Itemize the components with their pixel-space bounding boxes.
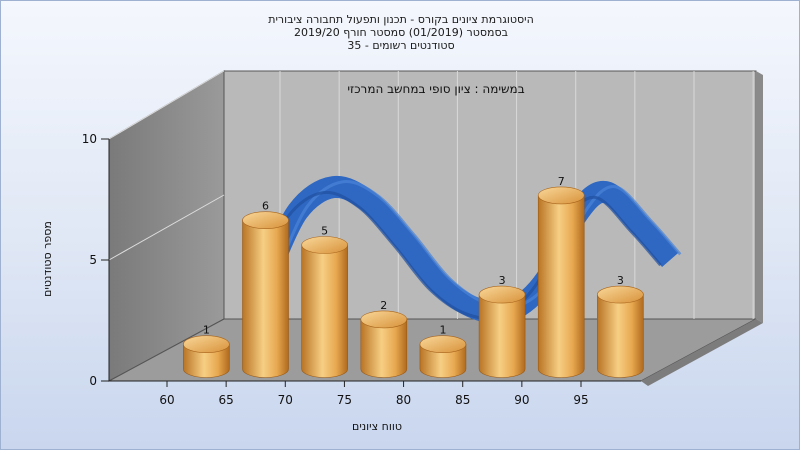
bar-body — [301, 244, 348, 378]
bar-top — [360, 310, 408, 329]
distribution-curve-shadow — [256, 190, 662, 321]
bar-body — [242, 219, 289, 378]
side-gridline — [108, 194, 225, 261]
annotation-label: במשימה : ציון סופי במחשב המרכזי — [347, 82, 524, 96]
bar-2: 5 — [301, 225, 348, 378]
x-tick-label: 60 — [159, 393, 174, 407]
y-tick-label: 5 — [89, 253, 97, 267]
bar-top — [301, 236, 348, 254]
bar-7: 3 — [597, 274, 644, 378]
y-tick-label: 10 — [82, 132, 97, 146]
bar-5: 3 — [478, 274, 526, 378]
bar-1: 6 — [242, 200, 289, 378]
bar-body — [597, 294, 644, 378]
bar-value-label: 2 — [380, 299, 387, 312]
x-tick-label: 95 — [573, 393, 588, 407]
x-tick-label: 90 — [514, 393, 529, 407]
bar-top — [419, 335, 467, 354]
chart-subtitle-semester: בסמסטר (01/2019) סמסטר חורף 2019/20 — [294, 26, 508, 39]
bar-value-label: 3 — [617, 274, 624, 287]
x-tick-label: 80 — [396, 393, 411, 407]
bar-top — [537, 186, 585, 205]
bar-value-label: 3 — [499, 274, 506, 287]
bar-3: 2 — [360, 299, 408, 378]
bar-body — [419, 343, 467, 378]
x-tick-label: 75 — [337, 393, 352, 407]
chart-subtitle-students: סטודנטים רשומים - 35 — [347, 39, 455, 52]
distribution-curve — [258, 175, 679, 325]
bar-value-label: 1 — [203, 324, 210, 337]
x-axis-label: טווח ציונים — [352, 420, 402, 433]
front-floor-edge — [641, 319, 763, 386]
x-tick-label: 85 — [455, 393, 470, 407]
bar-body — [183, 343, 230, 378]
bar-value-label: 1 — [439, 324, 446, 337]
y-axis-label: מספר סטודנטים — [41, 221, 54, 297]
bar-top — [242, 211, 289, 229]
bar-value-label: 6 — [262, 200, 269, 213]
x-tick-label: 65 — [219, 393, 234, 407]
right-edge — [756, 71, 763, 323]
bar-body — [478, 294, 526, 378]
bar-4: 1 — [419, 324, 467, 378]
bar-value-label: 7 — [558, 175, 565, 188]
side-gridline — [108, 70, 225, 140]
bar-value-label: 5 — [321, 225, 328, 238]
y-tick-label: 0 — [89, 374, 97, 388]
bar-6: 7 — [537, 175, 585, 378]
chart-title: היסטוגרמת ציונים בקורס - תכנון ותפעול תח… — [268, 13, 534, 26]
bar-top — [183, 335, 230, 354]
bar-top — [597, 285, 644, 304]
x-tick-label: 70 — [278, 393, 293, 407]
bar-body — [537, 195, 585, 378]
bar-body — [360, 319, 408, 378]
bar-top — [478, 285, 526, 304]
bar-0: 1 — [183, 324, 230, 378]
